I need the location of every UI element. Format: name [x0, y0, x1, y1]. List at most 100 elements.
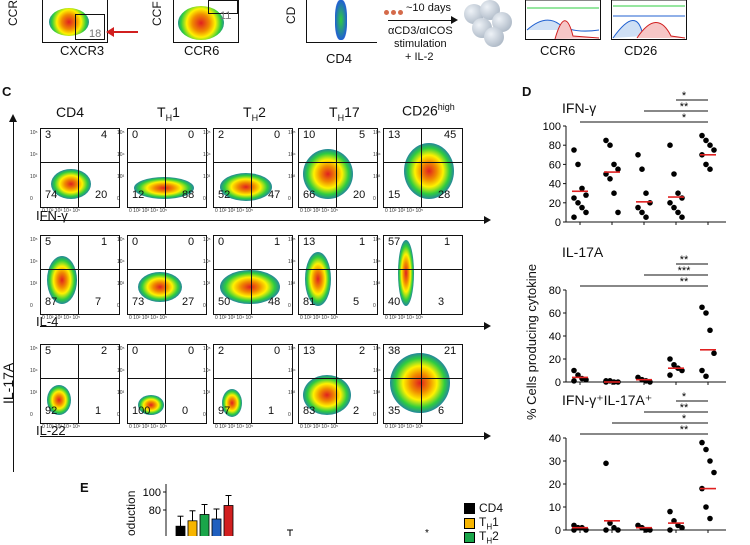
quadrant-percent: 13: [303, 345, 316, 357]
data-point: [699, 132, 705, 139]
y-tick-label: 10⁵: [373, 346, 381, 352]
quadrant-percent: 3: [438, 296, 445, 308]
quadrant-line-h: [41, 161, 119, 163]
density-blob: [390, 353, 450, 413]
significance-stars: *: [682, 112, 687, 124]
quadrant-percent: 5: [359, 129, 366, 141]
quadrant-line-h: [128, 377, 206, 379]
y-tick-label: 10: [549, 502, 561, 514]
quadrant-percent: 0: [274, 129, 281, 141]
y-tick-label: 10³: [288, 174, 296, 180]
density-blob: [398, 240, 414, 306]
quadrant-percent: 73: [132, 296, 145, 308]
quadrant-percent: 0: [218, 236, 225, 248]
flow-plot: 0 1 50 48: [213, 235, 293, 315]
row-label-il4: IL-4: [36, 314, 59, 329]
y-tick-label: 10⁵: [373, 237, 381, 243]
quadrant-percent: 10: [303, 129, 316, 141]
y-tick-label: 10³: [117, 174, 125, 180]
quadrant-percent: 40: [388, 296, 401, 308]
significance-star-fragment: *: [425, 528, 429, 536]
y-tick-label: 30: [549, 456, 561, 468]
quadrant-percent: 88: [182, 189, 195, 201]
panel-e-bar-chart: 100 80 *: [143, 484, 429, 536]
y-tick-label: 0: [373, 196, 376, 202]
y-tick-label: 60: [549, 159, 561, 171]
y-tick-label: 0: [203, 412, 206, 418]
data-point: [571, 147, 577, 153]
quadrant-line-h: [299, 268, 377, 270]
data-point: [575, 200, 581, 206]
histogram-cd26: [611, 0, 687, 40]
flow-plot: 5 1 87 7: [40, 235, 120, 315]
quadrant-percent: 52: [218, 189, 231, 201]
significance-stars: **: [680, 254, 689, 266]
data-point: [711, 350, 717, 357]
y-tick-label: 10⁵: [203, 130, 211, 136]
col-header-cd4: CD4: [56, 104, 85, 120]
quadrant-percent: 21: [444, 345, 457, 357]
y-tick-label: 10³: [117, 281, 125, 287]
data-point: [703, 504, 709, 510]
y-tick-label: 10⁵: [203, 237, 211, 243]
y-tick-label: 10⁵: [203, 346, 211, 352]
col-header-th1: TH1: [157, 104, 180, 123]
data-point: [607, 142, 613, 148]
il4-axis-arrowhead: [484, 322, 491, 330]
data-point: [707, 142, 713, 148]
x-tick-labels: 0 10² 10³ 10⁴ 10⁵: [129, 208, 168, 214]
quadrant-line-v: [251, 345, 253, 423]
quadrant-percent: 0: [188, 129, 195, 141]
significance-stars: *: [682, 413, 687, 425]
data-point: [643, 190, 649, 196]
x-tick-labels: 0 10² 10³ 10⁴ 10⁵: [385, 315, 424, 321]
quadrant-percent: 81: [303, 296, 316, 308]
density-blob: [51, 169, 91, 199]
density-blob: [404, 143, 454, 199]
y-tick-label: 0: [555, 377, 561, 389]
data-point: [603, 460, 609, 467]
il22-axis-line: [40, 436, 485, 437]
quadrant-line-v: [251, 129, 253, 207]
bar: [211, 518, 222, 536]
quadrant-percent: 0: [188, 236, 195, 248]
quadrant-percent: 87: [45, 296, 58, 308]
data-point: [707, 166, 713, 172]
quadrant-percent: 2: [218, 345, 225, 357]
y-tick-label: 10⁵: [30, 346, 38, 352]
y-tick-label: 10³: [203, 174, 211, 180]
quadrant-line-v: [336, 236, 338, 314]
y-tick-label: 0: [373, 412, 376, 418]
ccr-axis-label-left: CCR: [6, 0, 20, 26]
density-blob: [47, 256, 77, 304]
quadrant-percent: 100: [132, 405, 151, 417]
y-tick-label: 10⁴: [288, 259, 296, 265]
y-tick-label: 10⁴: [30, 259, 38, 265]
y-tick-label: 10⁵: [288, 346, 296, 352]
flow-plot: 0 0 100 0: [127, 344, 207, 424]
x-tick-labels: 0 10² 10³ 10⁴ 10⁵: [42, 315, 81, 321]
quadrant-percent: 47: [268, 189, 281, 201]
y-tick-label: 10⁴: [288, 152, 296, 158]
y-tick-label: 10³: [30, 390, 38, 396]
flow-plot: 3 4 74 20: [40, 128, 120, 208]
quadrant-percent: 3: [45, 129, 52, 141]
flow-plot: 13 1 81 5: [298, 235, 378, 315]
quadrant-percent: 27: [182, 296, 195, 308]
data-point: [699, 304, 705, 311]
y-tick-label: 10⁴: [203, 368, 211, 374]
x-tick-labels: 0 10² 10³ 10⁴ 10⁵: [129, 424, 168, 430]
subplot-title-double: IFN-γ⁺IL-17A⁺: [562, 392, 653, 408]
y-tick-label: 10³: [30, 281, 38, 287]
data-point: [647, 379, 653, 385]
y-tick-label: 0: [288, 412, 291, 418]
data-point: [639, 166, 645, 172]
quadrant-percent: 20: [95, 189, 108, 201]
y-tick-label: 10³: [288, 390, 296, 396]
ifng-axis-arrowhead: [484, 216, 491, 224]
y-tick-label: 10⁵: [117, 237, 125, 243]
data-point: [703, 310, 709, 316]
y-tick-label: 80: [549, 140, 561, 152]
quadrant-percent: 2: [359, 345, 366, 357]
y-tick-label: 10³: [373, 174, 381, 180]
